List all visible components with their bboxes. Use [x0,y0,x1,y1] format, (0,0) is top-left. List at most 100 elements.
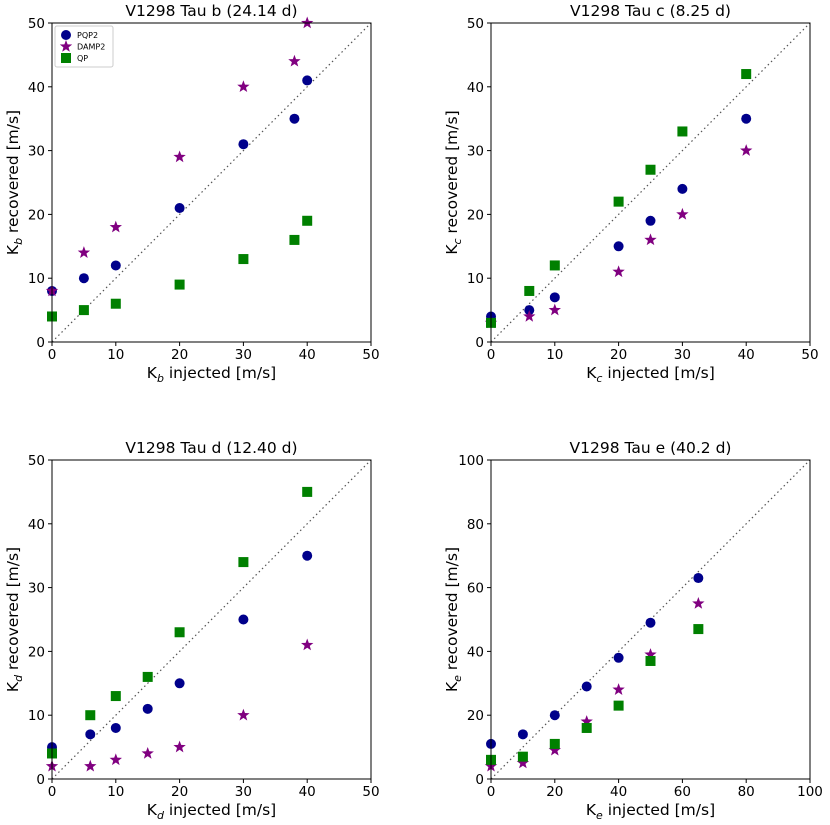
y-axis-label: Kb recovered [m/s] [4,110,25,255]
axes-frame [490,22,811,343]
legend-marker-qp [61,53,71,63]
x-axis-label-main: K [586,801,597,819]
x-tick-label: 20 [171,347,188,363]
point-pqp2 [677,183,688,194]
x-tick-label: 10 [546,347,563,363]
y-tick-label: 10 [467,271,484,287]
point-damp2 [612,683,625,695]
x-tick-label: 0 [48,347,57,363]
point-qp [741,69,752,80]
y-axis-label-sub: c [451,238,464,244]
point-damp2 [523,309,536,322]
point-qp [302,215,313,226]
point-qp [645,655,656,666]
point-pqp2 [613,241,624,252]
x-tick-label: 40 [299,784,316,800]
y-tick-label: 30 [28,144,45,160]
point-qp [549,260,560,271]
chart-title: V1298 Tau e (40.2 d) [570,439,732,457]
legend: PQP2 DAMP2 QP [54,25,114,68]
chart-title: V1298 Tau c (8.25 d) [570,2,731,20]
y-tick-label: 10 [28,708,45,724]
y-tick-label: 40 [28,80,45,96]
y-tick-label: 0 [36,772,45,788]
chart-panel-4: V1298 Tau e (40.2 d) 0 20 40 60 80 100 0 20 40 60 8… [443,439,823,822]
y-tick-label: 60 [467,581,484,597]
y-tick-label: 30 [467,144,484,160]
x-axis-label-sub: d [157,809,165,822]
x-tick-label: 40 [299,347,316,363]
identity-line [51,459,372,780]
x-tick-label: 0 [487,784,496,800]
point-damp2 [612,265,625,278]
point-damp2 [109,220,122,233]
axes-frame [51,459,372,780]
point-pqp2 [78,273,89,284]
y-tick-label: 20 [28,207,45,223]
point-damp2 [548,743,561,756]
point-pqp2 [302,550,313,561]
y-axis-label-main: K [443,681,461,692]
x-axis-label-sub: e [596,809,603,822]
point-damp2 [740,144,753,156]
point-qp [613,700,624,711]
x-tick-label: 10 [107,784,124,800]
x-tick-label: 30 [235,784,252,800]
x-tick-label: 50 [362,784,379,800]
point-damp2 [237,708,250,721]
point-qp [549,738,560,749]
point-qp [581,722,592,733]
point-qp [174,279,185,290]
x-tick-label: 40 [738,347,755,363]
y-axis-label: Kc recovered [m/s] [443,110,464,254]
identity-line [51,22,372,343]
point-qp [174,627,185,638]
legend-marker-pqp2 [61,30,71,40]
point-damp2 [173,150,186,163]
x-tick-label: 0 [487,347,496,363]
y-tick-label: 0 [475,772,484,788]
y-tick-label: 100 [458,453,484,469]
y-axis-label-sub: b [12,238,25,245]
point-damp2 [644,233,657,246]
axes-frame [490,459,811,780]
point-qp [613,196,624,207]
y-tick-label: 20 [467,207,484,223]
point-pqp2 [238,614,249,625]
y-tick-label: 50 [28,16,45,32]
point-pqp2 [238,139,249,150]
y-axis-label: Ke recovered [m/s] [443,547,464,692]
point-damp2 [141,746,154,759]
point-qp [524,285,535,296]
x-axis-label-main: K [586,364,597,382]
y-tick-label: 0 [36,335,45,351]
y-axis-label-main: K [443,244,461,255]
identity-line [490,22,811,343]
legend-label-damp2: DAMP2 [77,43,105,52]
point-pqp2 [741,113,752,124]
y-axis-label-main: K [4,681,22,692]
x-tick-label: 30 [674,347,691,363]
point-damp2 [109,753,122,766]
x-tick-label: 50 [362,347,379,363]
y-axis-label-rest: recovered [m/s] [4,547,22,675]
point-pqp2 [110,260,121,271]
point-damp2 [548,303,561,316]
point-damp2 [84,759,97,772]
point-qp [302,486,313,497]
y-axis-label-sub: e [451,675,464,682]
point-pqp2 [289,113,300,124]
x-tick-label: 20 [546,784,563,800]
chart-title: V1298 Tau b (24.14 d) [125,2,297,20]
legend-marker-damp2 [59,40,73,52]
x-tick-label: 10 [107,347,124,363]
point-pqp2 [645,215,656,226]
point-pqp2 [645,617,656,628]
x-axis-label-rest: injected [m/s] [603,801,715,819]
point-qp [78,305,89,316]
y-tick-label: 50 [467,16,484,32]
point-damp2 [580,715,593,727]
y-tick-label: 40 [28,517,45,533]
point-damp2 [301,638,314,651]
y-axis-label-rest: recovered [m/s] [443,110,461,238]
